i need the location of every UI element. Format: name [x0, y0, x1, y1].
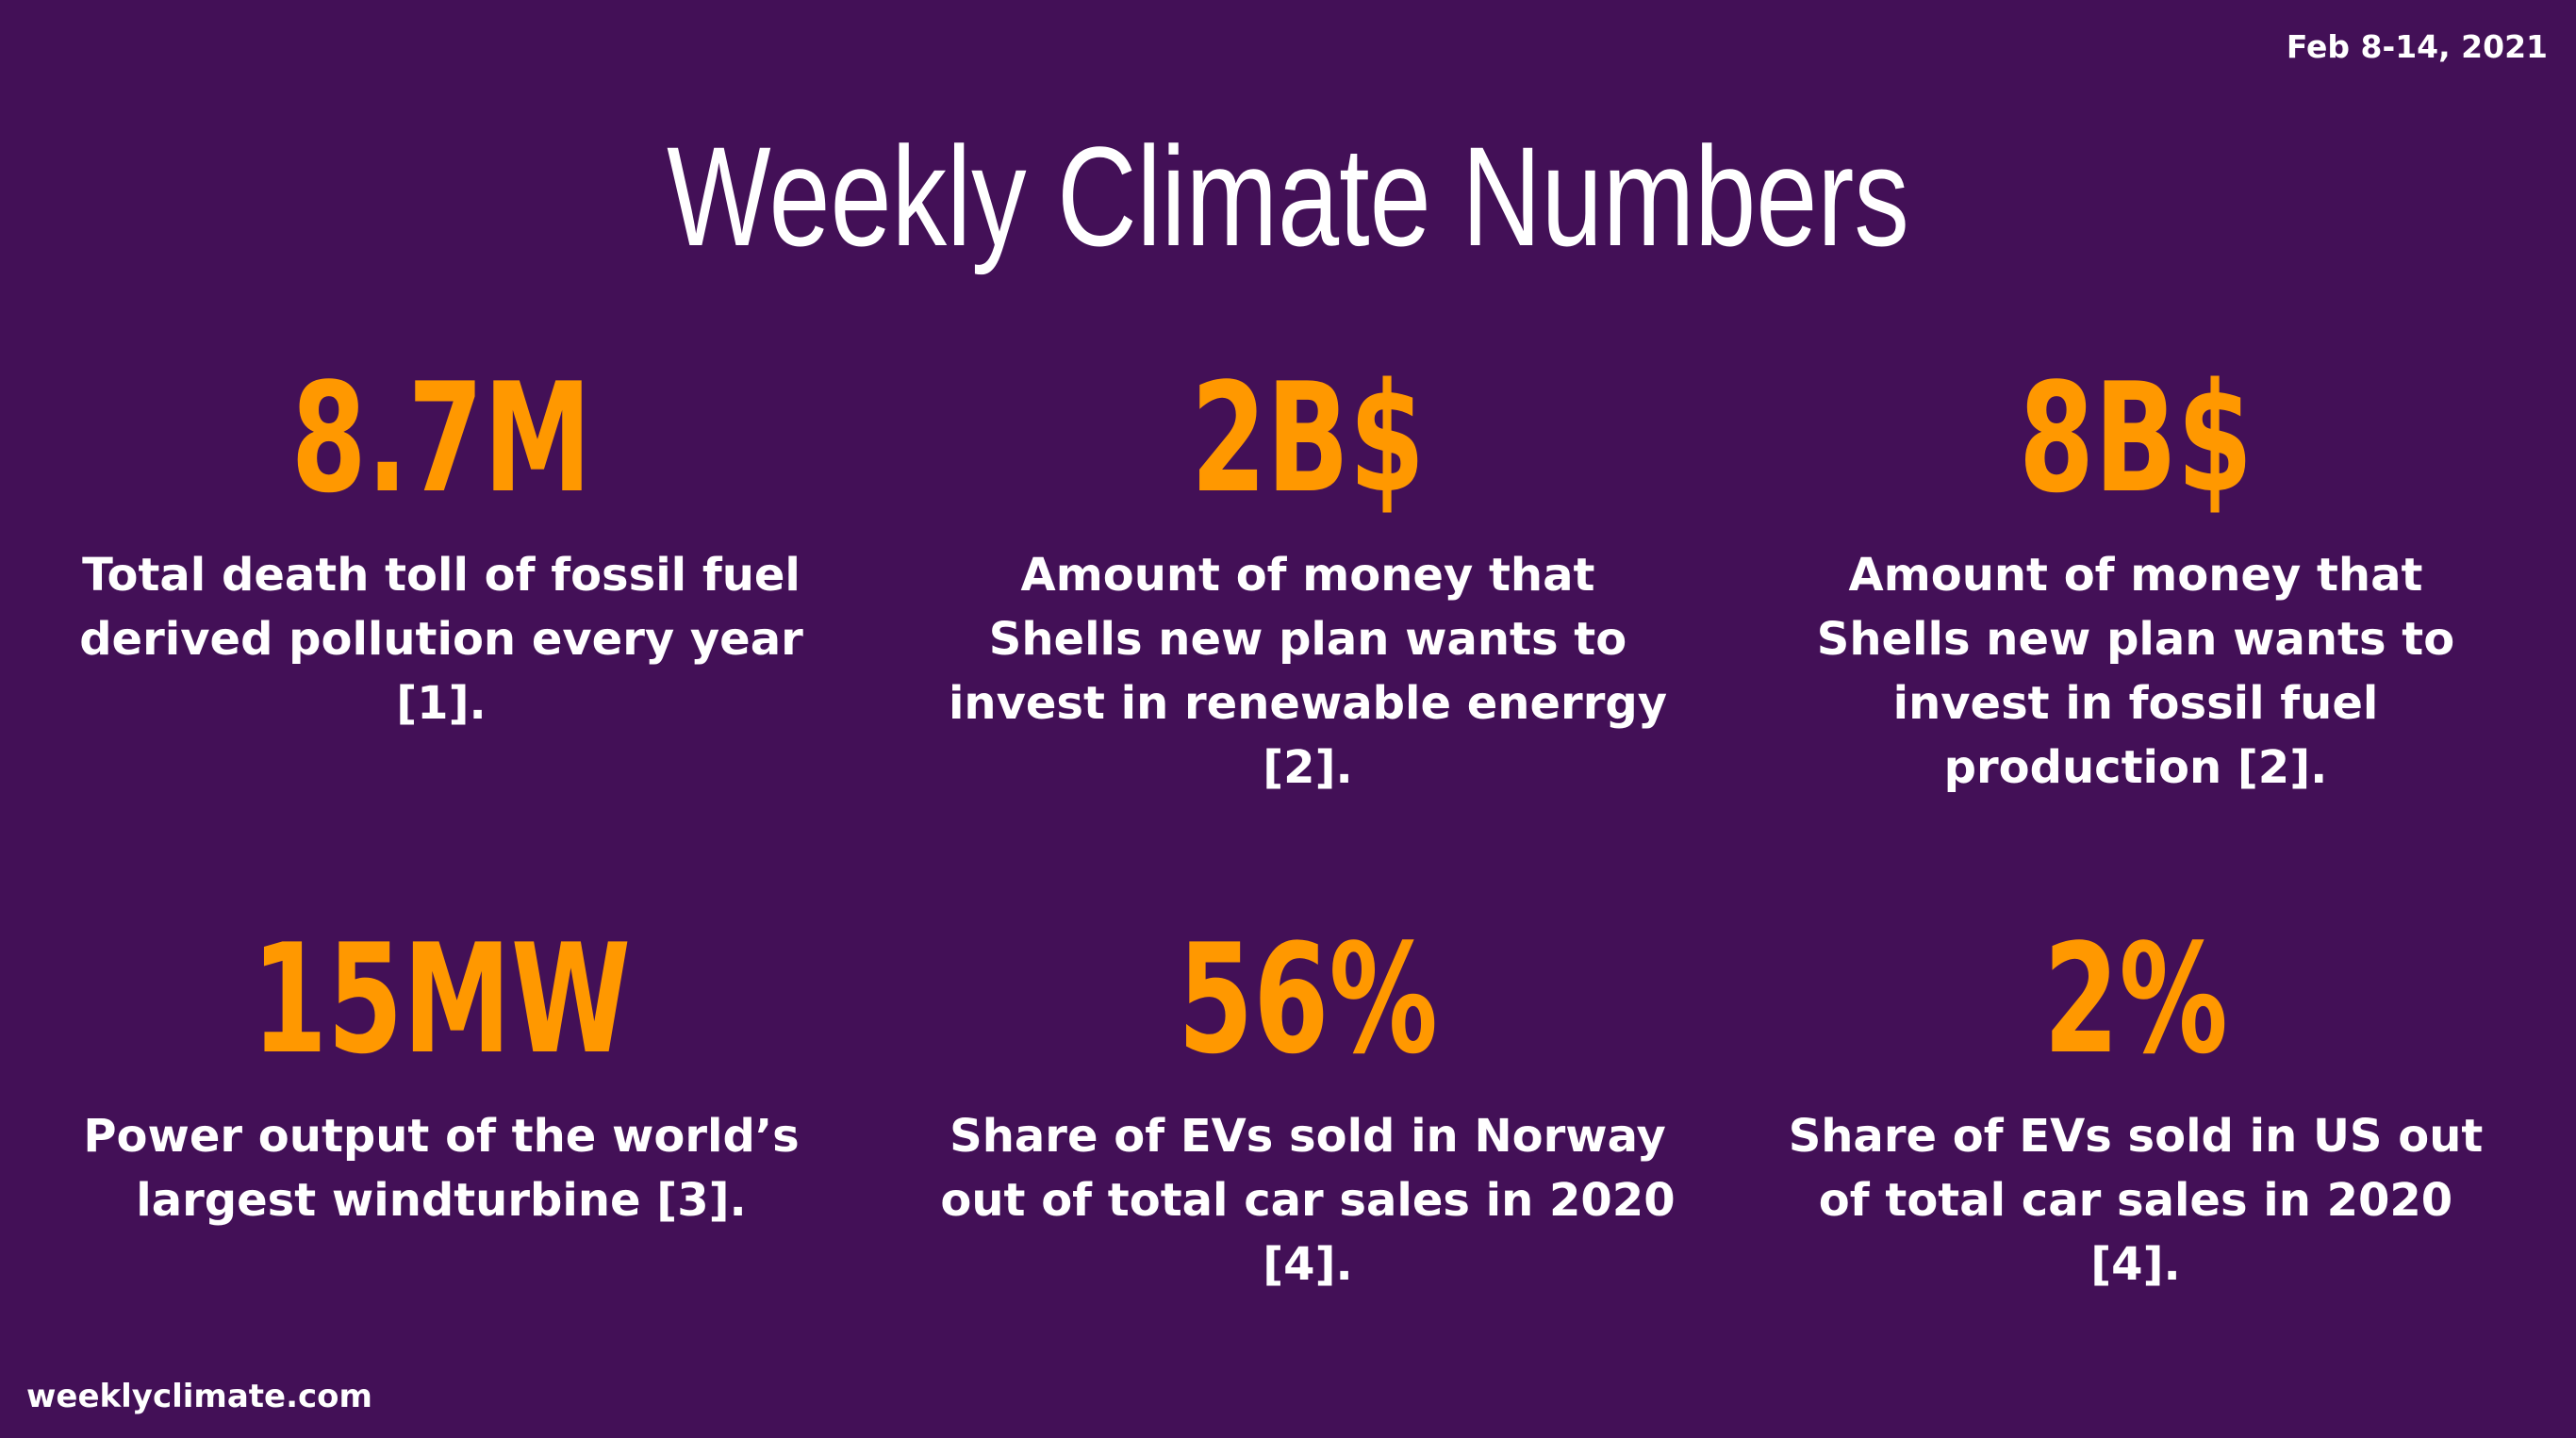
stat-value: 2%: [2043, 911, 2228, 1087]
stat-description: Share of EVs sold in Norway out of total…: [940, 1110, 1676, 1291]
stat-value: 2B$: [1190, 350, 1426, 526]
stat-value: 15MW: [251, 911, 632, 1087]
stat-description: Amount of money that Shells new plan wan…: [948, 549, 1668, 794]
stat-card-death-toll: 8.7M Total death toll of fossil fuel der…: [55, 358, 828, 736]
stat-value: 8B$: [2018, 350, 2254, 526]
stat-description: Power output of the world’s largest wind…: [83, 1110, 800, 1227]
stat-card-norway-evs: 56% Share of EVs sold in Norway out of t…: [921, 919, 1694, 1297]
stat-card-fossil-investment: 8B$ Amount of money that Shells new plan…: [1749, 358, 2522, 800]
footer-website: weeklyclimate.com: [26, 1378, 372, 1415]
stat-card-us-evs: 2% Share of EVs sold in US out of total …: [1749, 919, 2522, 1297]
stat-card-windturbine: 15MW Power output of the world’s largest…: [55, 919, 828, 1232]
stat-description: Amount of money that Shells new plan wan…: [1816, 549, 2455, 794]
date-label: Feb 8-14, 2021: [2286, 28, 2548, 65]
stat-card-renewable-investment: 2B$ Amount of money that Shells new plan…: [921, 358, 1694, 800]
stat-description: Share of EVs sold in US out of total car…: [1788, 1110, 2484, 1291]
stat-value: 8.7M: [290, 350, 592, 526]
stat-value: 56%: [1178, 911, 1438, 1087]
page-title: Weekly Climate Numbers: [667, 117, 1909, 275]
stat-description: Total death toll of fossil fuel derived …: [79, 549, 803, 730]
